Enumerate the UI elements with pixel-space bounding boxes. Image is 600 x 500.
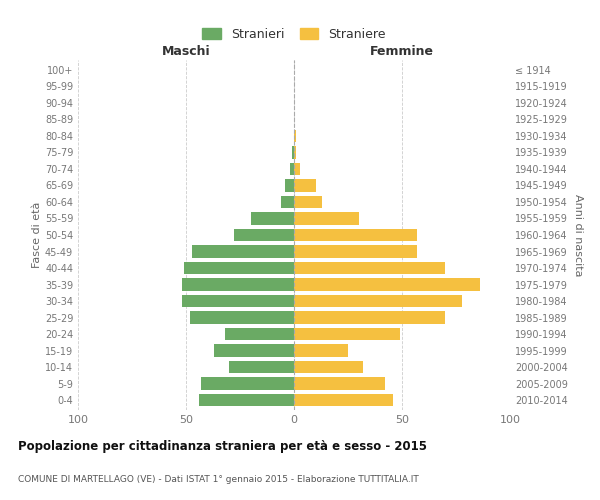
Text: Maschi: Maschi: [161, 46, 211, 59]
Bar: [294, 246, 417, 258]
Y-axis label: Fasce di età: Fasce di età: [32, 202, 42, 268]
Bar: [286, 180, 294, 192]
Bar: [294, 130, 296, 142]
Bar: [251, 212, 294, 224]
Bar: [294, 196, 322, 208]
Bar: [294, 361, 363, 374]
Y-axis label: Anni di nascita: Anni di nascita: [573, 194, 583, 276]
Bar: [290, 163, 294, 175]
Bar: [294, 344, 348, 357]
Bar: [229, 361, 294, 374]
Bar: [214, 344, 294, 357]
Bar: [294, 229, 417, 241]
Bar: [294, 180, 316, 192]
Bar: [182, 278, 294, 290]
Bar: [233, 229, 294, 241]
Bar: [225, 328, 294, 340]
Bar: [294, 278, 480, 290]
Bar: [294, 394, 394, 406]
Text: Popolazione per cittadinanza straniera per età e sesso - 2015: Popolazione per cittadinanza straniera p…: [18, 440, 427, 453]
Bar: [294, 212, 359, 224]
Text: Femmine: Femmine: [370, 46, 434, 59]
Bar: [182, 295, 294, 307]
Bar: [294, 378, 385, 390]
Text: COMUNE DI MARTELLAGO (VE) - Dati ISTAT 1° gennaio 2015 - Elaborazione TUTTITALIA: COMUNE DI MARTELLAGO (VE) - Dati ISTAT 1…: [18, 475, 419, 484]
Bar: [201, 378, 294, 390]
Bar: [199, 394, 294, 406]
Bar: [190, 312, 294, 324]
Bar: [294, 146, 296, 158]
Bar: [294, 312, 445, 324]
Bar: [193, 246, 294, 258]
Bar: [292, 146, 294, 158]
Bar: [294, 328, 400, 340]
Bar: [294, 295, 463, 307]
Legend: Stranieri, Straniere: Stranieri, Straniere: [199, 24, 389, 45]
Bar: [294, 262, 445, 274]
Bar: [294, 163, 301, 175]
Bar: [184, 262, 294, 274]
Bar: [281, 196, 294, 208]
